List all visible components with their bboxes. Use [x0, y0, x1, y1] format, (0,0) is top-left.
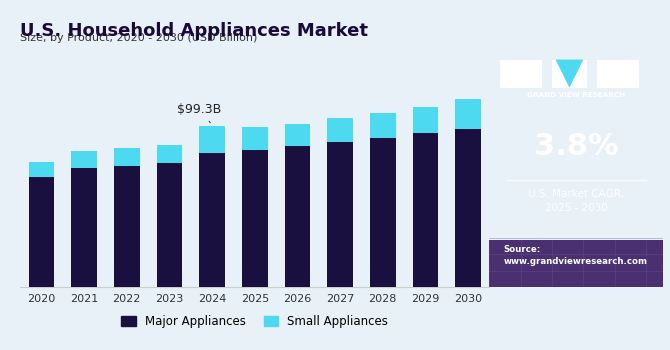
Bar: [199, 153, 225, 287]
Bar: [71, 151, 97, 168]
FancyBboxPatch shape: [500, 60, 541, 88]
Bar: [71, 168, 97, 287]
Bar: [114, 148, 139, 166]
Bar: [328, 118, 353, 142]
FancyBboxPatch shape: [552, 60, 587, 88]
Text: $99.3B: $99.3B: [177, 104, 222, 123]
Bar: [370, 113, 395, 138]
Bar: [242, 127, 267, 150]
Bar: [413, 133, 438, 287]
Bar: [114, 166, 139, 287]
Legend: Major Appliances, Small Appliances: Major Appliances, Small Appliances: [117, 310, 393, 333]
Bar: [328, 142, 353, 287]
Bar: [456, 128, 481, 287]
Text: Source:
www.grandviewresearch.com: Source: www.grandviewresearch.com: [503, 245, 647, 266]
Bar: [285, 124, 310, 146]
Text: U.S. Household Appliances Market: U.S. Household Appliances Market: [20, 22, 368, 40]
Bar: [29, 162, 54, 177]
Bar: [29, 177, 54, 287]
Text: GRAND VIEW RESEARCH: GRAND VIEW RESEARCH: [527, 92, 626, 98]
Bar: [199, 126, 225, 153]
Bar: [413, 107, 438, 133]
Bar: [285, 146, 310, 287]
Bar: [157, 163, 182, 287]
Bar: [157, 146, 182, 163]
Text: 3.8%: 3.8%: [534, 132, 618, 161]
Bar: [370, 138, 395, 287]
Text: U.S. Market CAGR,
2025 - 2030: U.S. Market CAGR, 2025 - 2030: [528, 189, 624, 212]
Text: Size, by Product, 2020 - 2030 (USD Billion): Size, by Product, 2020 - 2030 (USD Billi…: [20, 33, 257, 43]
Bar: [456, 99, 481, 128]
Polygon shape: [555, 60, 584, 88]
FancyBboxPatch shape: [490, 240, 663, 287]
FancyBboxPatch shape: [597, 60, 639, 88]
Bar: [242, 150, 267, 287]
